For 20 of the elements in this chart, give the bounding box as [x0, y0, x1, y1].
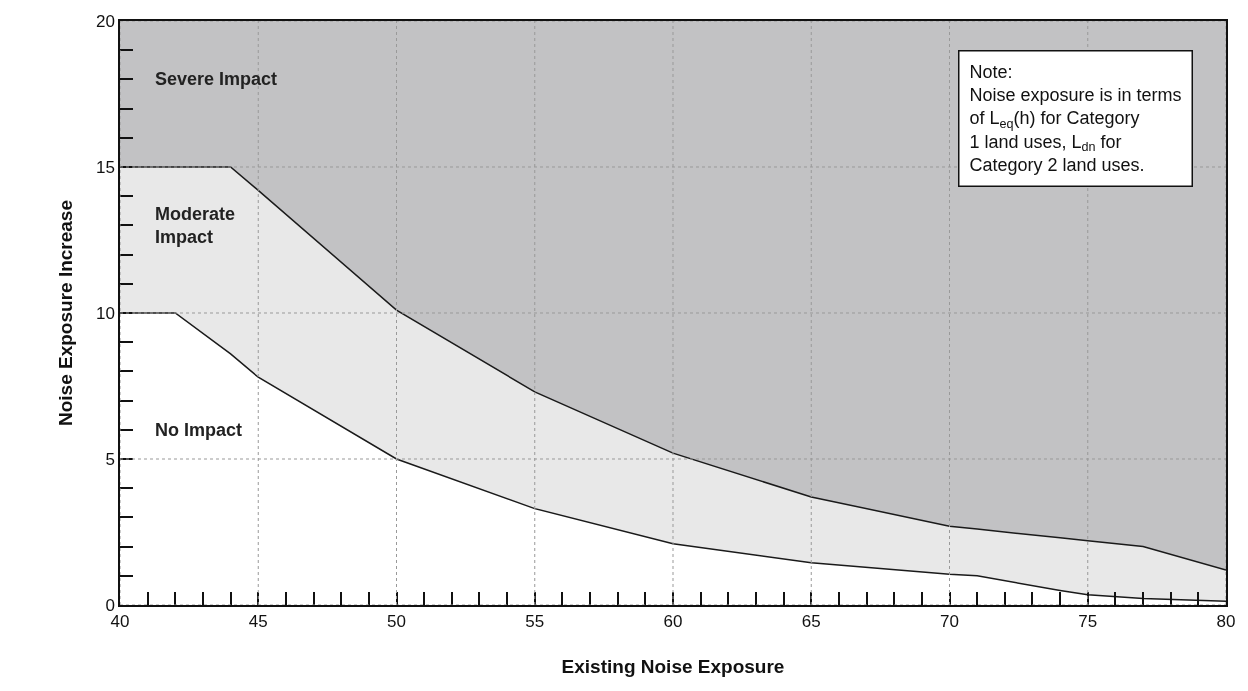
series-label: Severe Impact [155, 69, 278, 89]
y-tick-label: 0 [105, 595, 115, 615]
y-tick-label: 5 [105, 449, 115, 469]
x-axis-title: Existing Noise Exposure [561, 655, 785, 677]
y-tick-label: 15 [95, 157, 115, 177]
x-tick-label: 45 [248, 612, 268, 632]
x-tick-label: 60 [663, 612, 683, 632]
y-tick-label: 20 [95, 11, 115, 31]
y-axis-title: Noise Exposure Increase [54, 200, 76, 426]
text: Note: Noise exposure is in terms of L$_{eq}$(h) for Category 1 land uses, L$_{dn}$ for Category 2 land uses. [969, 61, 1182, 176]
x-tick-label: 80 [1216, 612, 1236, 632]
x-tick-label: 75 [1078, 612, 1098, 632]
x-tick-label: 70 [940, 612, 959, 632]
x-tick-label: 50 [387, 612, 406, 632]
x-tick-label: 40 [110, 612, 130, 632]
series-label: No Impact [155, 420, 243, 440]
x-tick-label: 55 [525, 612, 545, 632]
y-tick-label: 10 [95, 303, 115, 323]
series-label: Moderate Impact [155, 204, 236, 248]
x-tick-label: 65 [801, 612, 821, 632]
